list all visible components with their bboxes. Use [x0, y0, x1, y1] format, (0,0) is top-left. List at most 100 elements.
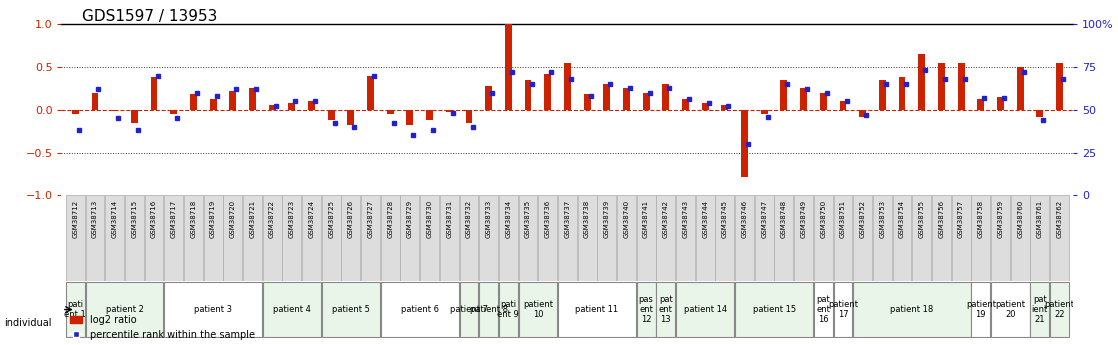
Text: GSM38716: GSM38716: [151, 200, 157, 238]
Bar: [800, 88, 807, 110]
Bar: [190, 95, 197, 110]
FancyBboxPatch shape: [400, 195, 419, 281]
Text: GSM38757: GSM38757: [958, 200, 964, 238]
Text: pat
ient
21: pat ient 21: [1032, 295, 1048, 324]
FancyBboxPatch shape: [755, 195, 774, 281]
FancyBboxPatch shape: [814, 195, 833, 281]
FancyBboxPatch shape: [794, 195, 813, 281]
Bar: [367, 76, 375, 110]
Text: patient 14: patient 14: [683, 305, 727, 314]
FancyBboxPatch shape: [519, 282, 557, 337]
Bar: [643, 93, 650, 110]
Text: patient 18: patient 18: [890, 305, 934, 314]
Text: patient
19: patient 19: [966, 300, 996, 319]
FancyBboxPatch shape: [66, 282, 85, 337]
Bar: [131, 110, 138, 122]
Bar: [505, 24, 512, 110]
Text: GSM38749: GSM38749: [800, 200, 806, 238]
Text: GSM38745: GSM38745: [722, 200, 728, 238]
Bar: [662, 84, 670, 110]
Bar: [309, 101, 315, 110]
FancyBboxPatch shape: [283, 195, 301, 281]
Text: GSM38744: GSM38744: [702, 200, 708, 238]
FancyBboxPatch shape: [480, 195, 499, 281]
FancyBboxPatch shape: [578, 195, 597, 281]
Bar: [682, 99, 689, 110]
FancyBboxPatch shape: [912, 195, 931, 281]
Text: GSM38741: GSM38741: [643, 200, 650, 238]
FancyBboxPatch shape: [499, 282, 518, 337]
Bar: [702, 103, 709, 110]
FancyBboxPatch shape: [972, 282, 991, 337]
Bar: [1016, 67, 1024, 110]
Text: GSM38720: GSM38720: [229, 200, 236, 238]
FancyBboxPatch shape: [951, 195, 970, 281]
Bar: [760, 110, 768, 114]
FancyBboxPatch shape: [341, 195, 360, 281]
Bar: [879, 80, 885, 110]
FancyBboxPatch shape: [834, 282, 852, 337]
Text: pati
ent 1: pati ent 1: [65, 300, 86, 319]
Bar: [938, 63, 945, 110]
FancyBboxPatch shape: [519, 195, 538, 281]
FancyBboxPatch shape: [814, 282, 833, 337]
Text: GSM38755: GSM38755: [919, 200, 925, 238]
FancyBboxPatch shape: [676, 282, 735, 337]
Bar: [111, 110, 119, 111]
Bar: [840, 101, 846, 110]
FancyBboxPatch shape: [184, 195, 202, 281]
FancyBboxPatch shape: [459, 282, 479, 337]
FancyBboxPatch shape: [834, 195, 852, 281]
Text: GSM38751: GSM38751: [840, 200, 846, 238]
FancyBboxPatch shape: [873, 195, 892, 281]
Bar: [524, 80, 531, 110]
FancyBboxPatch shape: [1011, 195, 1030, 281]
Bar: [780, 80, 787, 110]
FancyBboxPatch shape: [695, 195, 714, 281]
FancyBboxPatch shape: [66, 195, 85, 281]
Bar: [151, 77, 158, 110]
Text: GSM38724: GSM38724: [309, 200, 314, 238]
Text: individual: individual: [4, 318, 51, 327]
Text: pat
ent
13: pat ent 13: [659, 295, 673, 324]
FancyBboxPatch shape: [775, 195, 794, 281]
Text: pat
ent
16: pat ent 16: [816, 295, 831, 324]
FancyBboxPatch shape: [636, 195, 655, 281]
Text: GSM38754: GSM38754: [899, 200, 906, 238]
Bar: [721, 106, 728, 110]
FancyBboxPatch shape: [420, 195, 439, 281]
FancyBboxPatch shape: [164, 195, 183, 281]
Text: GSM38725: GSM38725: [329, 200, 334, 238]
Text: GSM38715: GSM38715: [131, 200, 138, 238]
Text: GSM38752: GSM38752: [860, 200, 865, 238]
Text: GSM38712: GSM38712: [73, 200, 78, 238]
FancyBboxPatch shape: [991, 195, 1010, 281]
FancyBboxPatch shape: [381, 282, 458, 337]
FancyBboxPatch shape: [656, 195, 675, 281]
FancyBboxPatch shape: [322, 282, 380, 337]
FancyBboxPatch shape: [224, 195, 243, 281]
Text: GSM38726: GSM38726: [348, 200, 354, 238]
Text: GSM38761: GSM38761: [1036, 200, 1043, 238]
FancyBboxPatch shape: [480, 282, 499, 337]
Text: GSM38733: GSM38733: [485, 200, 492, 238]
FancyBboxPatch shape: [558, 282, 636, 337]
Bar: [92, 93, 98, 110]
FancyBboxPatch shape: [972, 195, 991, 281]
FancyBboxPatch shape: [125, 195, 144, 281]
Text: patient
10: patient 10: [523, 300, 553, 319]
Bar: [485, 86, 492, 110]
Bar: [918, 54, 926, 110]
Text: patient 2: patient 2: [105, 305, 143, 314]
FancyBboxPatch shape: [1031, 195, 1050, 281]
Bar: [288, 103, 295, 110]
Text: GSM38732: GSM38732: [466, 200, 472, 238]
Text: GSM38722: GSM38722: [269, 200, 275, 238]
FancyBboxPatch shape: [263, 195, 282, 281]
Text: GSM38753: GSM38753: [880, 200, 885, 238]
FancyBboxPatch shape: [617, 195, 636, 281]
Bar: [623, 88, 629, 110]
Text: GSM38721: GSM38721: [249, 200, 255, 238]
FancyBboxPatch shape: [499, 195, 518, 281]
FancyBboxPatch shape: [558, 195, 577, 281]
